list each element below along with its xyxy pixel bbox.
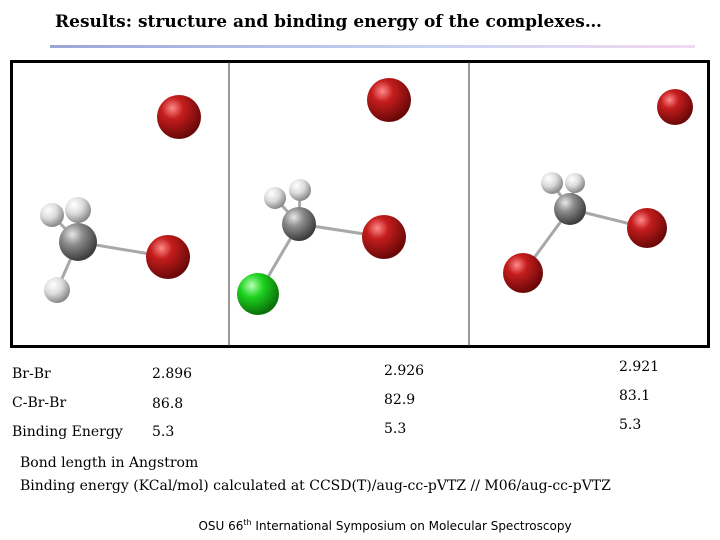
cell-value: 86.8	[152, 396, 184, 412]
footer-text: International Symposium on Molecular Spe…	[251, 519, 572, 533]
atoms	[40, 78, 693, 315]
slide-title: Results: structure and binding energy of…	[55, 12, 602, 32]
row-label: C-Br-Br	[12, 395, 67, 411]
structure-frame	[10, 60, 710, 348]
row-label: Br-Br	[12, 366, 51, 382]
cell-value: 2.896	[152, 366, 193, 382]
cell-value: 2.926	[384, 363, 425, 379]
footer: OSU 66th International Symposium on Mole…	[0, 518, 720, 533]
footer-text: OSU 66	[198, 519, 244, 533]
note: Bond length in Angstrom	[20, 455, 199, 471]
cell-value: 82.9	[384, 392, 416, 408]
cell-value: 5.3	[152, 424, 175, 440]
cell-value: 5.3	[619, 417, 642, 433]
row-label: Binding Energy	[12, 424, 123, 440]
footer-superscript: th	[243, 518, 252, 527]
note: Binding energy (KCal/mol) calculated at …	[20, 478, 611, 494]
title-rule	[50, 45, 695, 48]
cell-value: 5.3	[384, 421, 407, 437]
cell-value: 83.1	[619, 388, 651, 404]
structures	[10, 60, 710, 348]
cell-value: 2.921	[619, 359, 660, 375]
